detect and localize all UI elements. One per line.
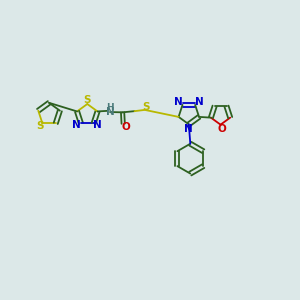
Text: O: O — [121, 122, 130, 132]
Text: N: N — [174, 97, 183, 107]
Text: S: S — [143, 102, 150, 112]
Text: O: O — [218, 124, 226, 134]
Text: N: N — [72, 120, 81, 130]
Text: N: N — [106, 107, 114, 117]
Text: S: S — [36, 121, 44, 131]
Text: H: H — [106, 103, 114, 112]
Text: S: S — [83, 95, 91, 105]
Text: N: N — [184, 124, 193, 134]
Text: N: N — [195, 97, 203, 107]
Text: N: N — [93, 120, 102, 130]
